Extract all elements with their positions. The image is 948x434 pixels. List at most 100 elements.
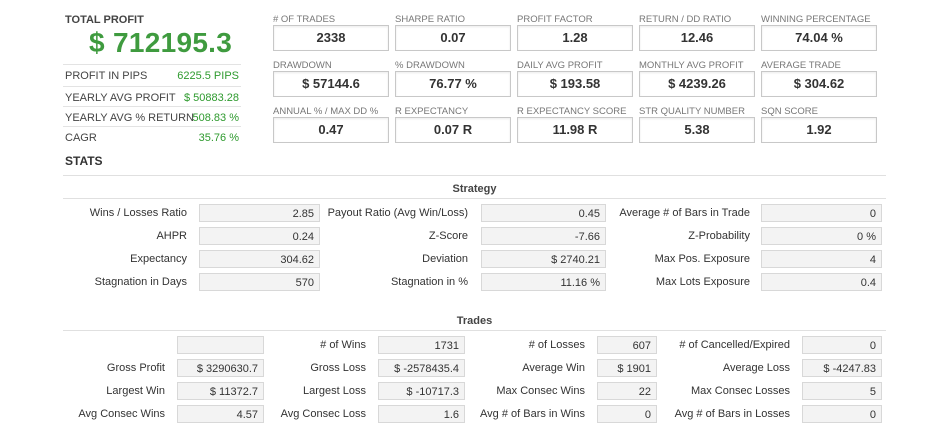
strategy-value: 0.4: [761, 273, 882, 291]
trades-label: Avg Consec Wins: [78, 408, 165, 420]
trades-label: # of Cancelled/Expired: [679, 339, 790, 351]
summary-value: 35.76 %: [198, 132, 239, 144]
divider: [63, 198, 886, 199]
metric-value-average-trade: $ 304.62: [761, 71, 877, 97]
strategy-label: Average # of Bars in Trade: [619, 207, 750, 219]
trades-label: Largest Loss: [303, 385, 366, 397]
trades-value: 0: [802, 336, 882, 354]
metric-label: SQN SCORE: [761, 106, 819, 117]
trades-value: 5: [802, 382, 882, 400]
metric-value-sharpe: 0.07: [395, 25, 511, 51]
metric-value-drawdown: $ 57144.6: [273, 71, 389, 97]
strategy-label: Expectancy: [130, 253, 187, 265]
trades-label: Avg # of Bars in Losses: [674, 408, 790, 420]
metric-label: R EXPECTANCY SCORE: [517, 106, 627, 117]
summary-label: CAGR: [65, 132, 97, 144]
strategy-label: Deviation: [422, 253, 468, 265]
trades-label: Gross Profit: [106, 362, 165, 374]
trades-value: 0: [802, 405, 882, 423]
metric-value-r-expectancy: 0.07 R: [395, 117, 511, 143]
metric-value-winning-pct: 74.04 %: [761, 25, 877, 51]
strategy-value: -7.66: [481, 227, 606, 245]
trades-value: $ 1901: [597, 359, 657, 377]
metric-label: STR QUALITY NUMBER: [639, 106, 745, 117]
trades-label: Max Consec Losses: [690, 385, 790, 397]
trades-value: 4.57: [177, 405, 264, 423]
trades-label: # of Wins: [320, 339, 366, 351]
strategy-value: $ 2740.21: [481, 250, 606, 268]
metric-value-profit-factor: 1.28: [517, 25, 633, 51]
metric-value-annual-maxdd: 0.47: [273, 117, 389, 143]
trades-label: Gross Loss: [310, 362, 366, 374]
metric-value-pct-drawdown: 76.77 %: [395, 71, 511, 97]
trades-label: # of Losses: [528, 339, 585, 351]
trades-value: 22: [597, 382, 657, 400]
strategy-value: 304.62: [199, 250, 320, 268]
strategy-value: 0.24: [199, 227, 320, 245]
summary-row-yearly-avg-profit: YEARLY AVG PROFIT $ 50883.28: [63, 86, 241, 109]
strategy-value: 0 %: [761, 227, 882, 245]
metric-value-r-expectancy-score: 11.98 R: [517, 117, 633, 143]
strategy-title: Strategy: [452, 183, 497, 195]
trades-label: Avg # of Bars in Wins: [480, 408, 585, 420]
metric-label: DAILY AVG PROFIT: [517, 60, 603, 71]
metric-value-return-dd: 12.46: [639, 25, 755, 51]
trades-value: $ -4247.83: [802, 359, 882, 377]
metric-label: SHARPE RATIO: [395, 14, 466, 25]
summary-value: 508.83 %: [192, 112, 239, 124]
trades-value: 607: [597, 336, 657, 354]
strategy-value: 0: [761, 204, 882, 222]
trades-label: Average Win: [522, 362, 585, 374]
metric-label: R EXPECTANCY: [395, 106, 469, 117]
metric-value-sqn-score: 1.92: [761, 117, 877, 143]
strategy-label: Payout Ratio (Avg Win/Loss): [327, 207, 468, 219]
trades-label: Average Loss: [722, 362, 790, 374]
trades-value: $ -2578435.4: [378, 359, 465, 377]
stats-title: STATS: [65, 154, 103, 168]
summary-label: PROFIT IN PIPS: [65, 70, 148, 82]
summary-value: 6225.5 PIPS: [177, 70, 239, 82]
strategy-label: Z-Probability: [688, 230, 750, 242]
trades-label: Largest Win: [106, 385, 165, 397]
summary-row-cagr: CAGR 35.76 %: [63, 126, 241, 149]
metric-value-monthly-avg: $ 4239.26: [639, 71, 755, 97]
strategy-value: 2.85: [199, 204, 320, 222]
trades-value-empty: [177, 336, 264, 354]
metric-label: AVERAGE TRADE: [761, 60, 841, 71]
trades-value: 1.6: [378, 405, 465, 423]
summary-value: $ 50883.28: [183, 92, 239, 104]
summary-row-yearly-avg-return: YEARLY AVG % RETURN 508.83 %: [63, 106, 241, 129]
metric-label: % DRAWDOWN: [395, 60, 465, 71]
trades-value: $ 11372.7: [177, 382, 264, 400]
trades-label: Avg Consec Loss: [280, 408, 366, 420]
divider: [63, 175, 886, 176]
metric-value-str-quality: 5.38: [639, 117, 755, 143]
strategy-value: 0.45: [481, 204, 606, 222]
strategy-label: Max Pos. Exposure: [654, 253, 750, 265]
metric-label: MONTHLY AVG PROFIT: [639, 60, 744, 71]
metric-label: WINNING PERCENTAGE: [761, 14, 871, 25]
total-profit-label: TOTAL PROFIT: [65, 14, 144, 26]
trades-label: Max Consec Wins: [496, 385, 585, 397]
total-profit-value: $ 712195.3: [89, 27, 233, 58]
strategy-label: Max Lots Exposure: [655, 276, 750, 288]
trades-value: 0: [597, 405, 657, 423]
metric-value-daily-avg: $ 193.58: [517, 71, 633, 97]
metric-value-trades: 2338: [273, 25, 389, 51]
strategy-value: 570: [199, 273, 320, 291]
trades-value: $ 3290630.7: [177, 359, 264, 377]
trades-title: Trades: [456, 315, 493, 327]
strategy-label: AHPR: [156, 230, 187, 242]
metric-label: DRAWDOWN: [273, 60, 332, 71]
strategy-label: Stagnation in Days: [94, 276, 187, 288]
strategy-label: Z-Score: [428, 230, 468, 242]
divider: [63, 330, 886, 331]
metric-label: PROFIT FACTOR: [517, 14, 593, 25]
metric-label: RETURN / DD RATIO: [639, 14, 732, 25]
metric-label: ANNUAL % / MAX DD %: [273, 106, 379, 117]
summary-label: YEARLY AVG % RETURN: [65, 112, 194, 124]
trades-value: 1731: [378, 336, 465, 354]
strategy-value: 11.16 %: [481, 273, 606, 291]
strategy-value: 4: [761, 250, 882, 268]
summary-label: YEARLY AVG PROFIT: [65, 92, 176, 104]
